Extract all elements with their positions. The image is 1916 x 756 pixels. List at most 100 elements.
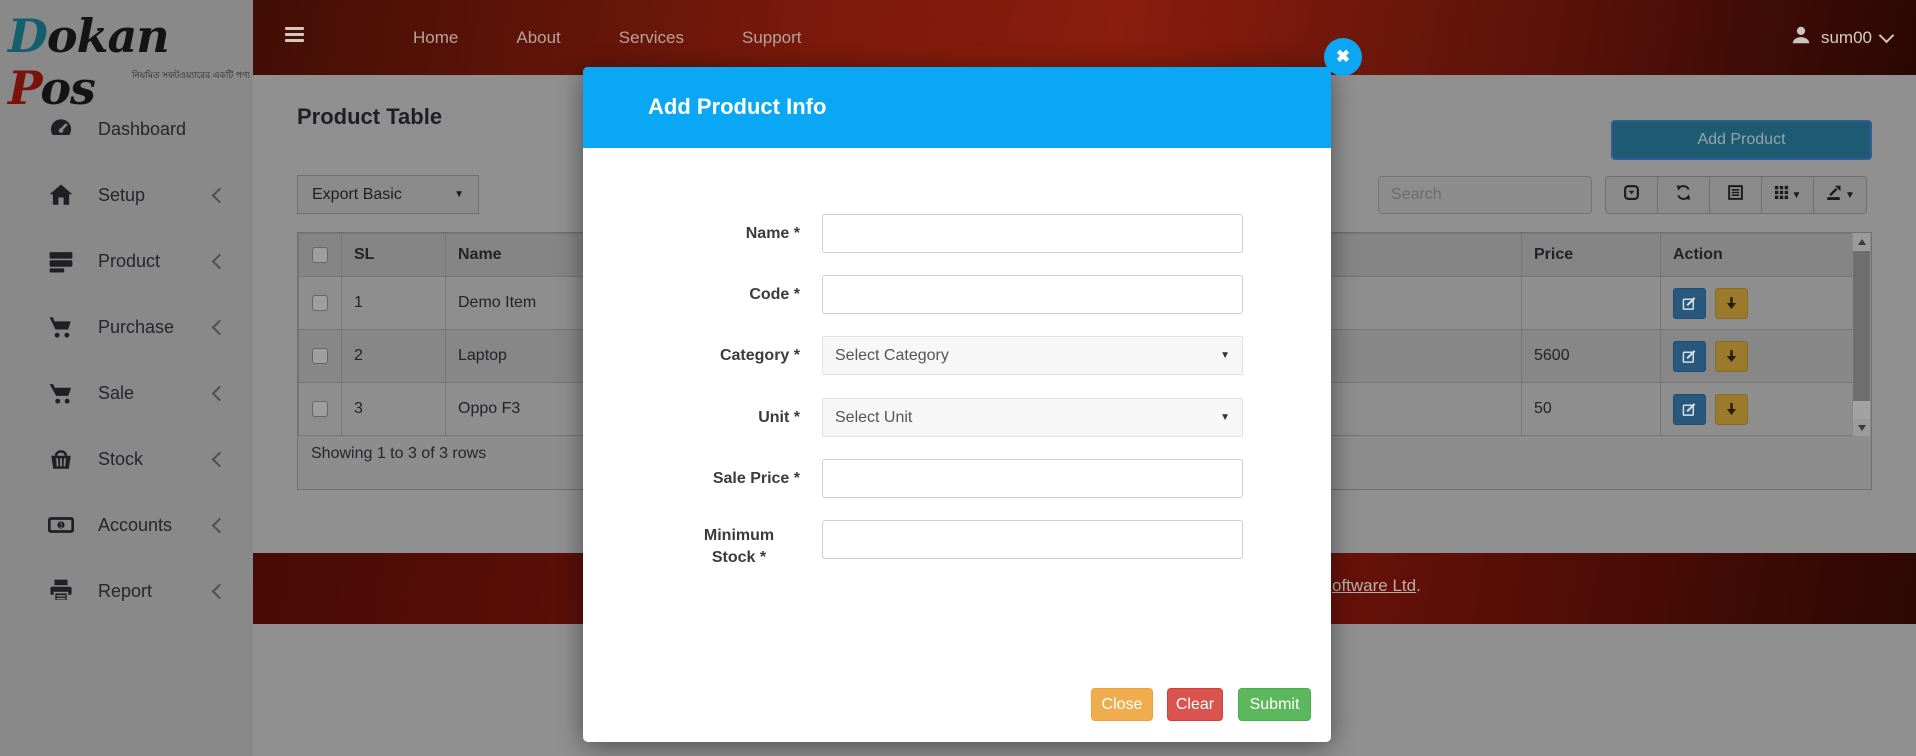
select-all-checkbox[interactable] [312,247,328,263]
refresh-button[interactable] [1658,177,1710,213]
detail-view-icon [1727,184,1744,206]
download-button[interactable] [1715,393,1749,425]
brand-tagline: নিয়মিত সফটওয়্যারের একটি পণ্য [132,70,250,80]
code-label: Code * [749,286,800,303]
columns-grid-icon [1774,185,1789,205]
sidebar-item-report[interactable]: Report [0,558,253,624]
unit-label: Unit * [758,409,800,426]
caret-down-icon: ▼ [1220,350,1230,361]
modal-close-button[interactable]: ✖ [1324,38,1362,76]
row-checkbox[interactable] [312,295,328,311]
add-product-modal: Add Product Info ✖ Name * Code * Categor… [583,38,1362,742]
header-select-all[interactable] [298,233,342,277]
nav-link-about[interactable]: About [516,27,561,47]
export-button[interactable]: ▼ [1814,177,1866,213]
scrollbar-thumb[interactable] [1853,251,1870,401]
code-field[interactable] [822,275,1243,314]
printer-icon [48,578,78,604]
nav-link-support[interactable]: Support [741,27,802,47]
cell-action [1660,329,1856,383]
brand-logo[interactable]: Dokan Pos [8,9,170,115]
close-x-icon: ✖ [1335,47,1351,66]
toggle-pagination-icon [1623,184,1640,206]
category-select[interactable]: Select Category ▼ [822,336,1243,375]
modal-clear-button[interactable]: Clear [1167,688,1223,721]
card-view-button[interactable] [1710,177,1762,213]
add-product-button[interactable]: Add Product [1611,120,1872,160]
username-label: sum00 [1820,27,1872,47]
caret-down-icon: ▼ [1791,189,1802,201]
sidebar: Dokan Pos নিয়মিত সফটওয়্যারের একটি পণ্য… [0,0,253,756]
edit-button[interactable] [1673,287,1706,319]
table-scrollbar[interactable] [1852,233,1870,436]
footer-credit: oftware Ltd. [1332,576,1421,595]
export-dropdown-label: Export Basic [312,185,402,203]
cell-action [1660,382,1856,436]
toggle-pagination-button[interactable] [1606,177,1658,213]
scroll-up-arrow[interactable] [1853,233,1870,250]
unit-select[interactable]: Select Unit ▼ [822,398,1243,437]
edit-button[interactable] [1673,340,1706,372]
shopping-cart-icon [48,380,78,406]
modal-submit-button[interactable]: Submit [1238,688,1311,721]
row-checkbox[interactable] [312,401,328,417]
name-label: Name * [745,225,800,242]
header-price: Price [1521,233,1661,277]
page-title: Product Table [297,104,443,129]
sidebar-item-stock[interactable]: Stock [0,426,253,492]
modal-title: Add Product Info [648,94,827,119]
chevron-left-icon [211,187,228,203]
refresh-icon [1675,184,1692,206]
svg-text:1: 1 [59,521,63,530]
money-bill-icon: 1 [48,512,78,538]
dashboard-icon [48,116,78,142]
header-action: Action [1660,233,1856,277]
top-navbar: Home About Services Support sum00 [253,0,1916,75]
table-toolbar: ▼ ▼ [1605,176,1867,214]
sidebar-item-sale[interactable]: Sale [0,360,253,426]
basket-icon [48,446,78,472]
chevron-left-icon [211,451,228,467]
minimum-stock-label: Minimum Stock * [703,527,775,566]
cell-price: 5600 [1521,329,1661,383]
edit-button[interactable] [1673,393,1706,425]
cell-action [1660,276,1856,330]
sidebar-item-setup[interactable]: Setup [0,162,253,228]
sale-price-label: Sale Price * [712,470,800,487]
modal-close-action-button[interactable]: Close [1091,688,1153,721]
name-field[interactable] [822,214,1243,253]
sidebar-item-purchase[interactable]: Purchase [0,294,253,360]
search-input[interactable] [1378,176,1592,214]
download-button[interactable] [1715,287,1749,319]
hamburger-menu-icon[interactable] [285,27,304,43]
sidebar-item-accounts[interactable]: 1 Accounts [0,492,253,558]
category-label: Category * [719,347,800,364]
caret-down-icon: ▼ [454,189,464,200]
chevron-left-icon [211,517,228,533]
chevron-left-icon [211,319,228,335]
nav-link-services[interactable]: Services [618,27,684,47]
minimum-stock-field[interactable] [822,520,1243,559]
caret-down-icon: ▼ [1845,189,1855,201]
home-icon [48,182,78,208]
sidebar-item-product[interactable]: Product [0,228,253,294]
export-icon [1825,184,1842,206]
cell-price: 50 [1521,382,1661,436]
scroll-down-arrow[interactable] [1853,419,1870,436]
cell-sl: 2 [341,329,446,383]
nav-link-home[interactable]: Home [413,27,459,47]
header-sl: SL [341,233,446,277]
user-icon [1790,24,1812,51]
download-button[interactable] [1715,340,1749,372]
export-dropdown[interactable]: Export Basic ▼ [297,175,479,214]
product-list-icon [48,248,78,274]
sale-price-field[interactable] [822,459,1243,498]
chevron-left-icon [211,253,228,269]
sidebar-item-dashboard[interactable]: Dashboard [0,96,253,162]
sidebar-menu: Dashboard Setup Product Purchase [0,96,253,624]
footer-company-link[interactable]: oftware Ltd [1332,576,1417,595]
user-menu[interactable]: sum00 [1790,0,1895,75]
row-checkbox[interactable] [312,348,328,364]
chevron-left-icon [211,385,228,401]
columns-button[interactable]: ▼ [1762,177,1814,213]
